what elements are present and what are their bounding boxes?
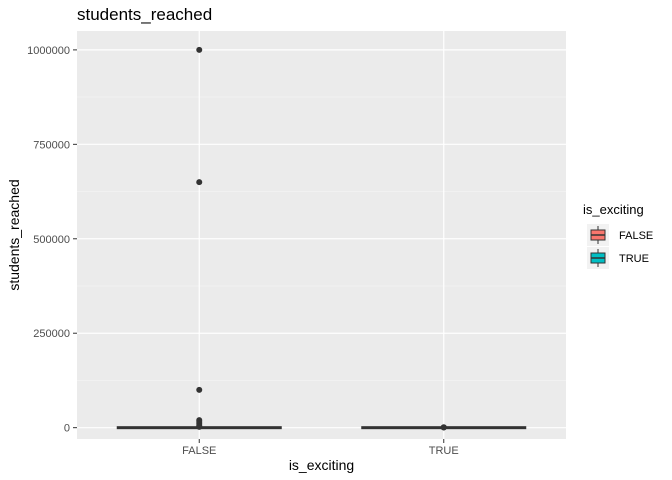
plot-panel — [77, 31, 566, 439]
y-axis-title: students_reached — [6, 179, 22, 290]
y-tick-label: 500000 — [33, 234, 70, 246]
legend-title: is_exciting — [583, 202, 644, 217]
chart-title: students_reached — [77, 5, 212, 24]
outlier-point — [196, 46, 203, 53]
legend-label: FALSE — [619, 230, 653, 242]
legend-label: TRUE — [619, 253, 649, 265]
x-axis-title: is_exciting — [289, 457, 354, 473]
y-tick-label: 0 — [64, 423, 70, 435]
x-tick-label: FALSE — [182, 445, 216, 457]
y-tick-label: 1000000 — [27, 45, 70, 57]
y-tick-label: 250000 — [33, 328, 70, 340]
outlier-point — [440, 424, 447, 431]
y-tick-label: 750000 — [33, 139, 70, 151]
outlier-point — [196, 179, 203, 186]
outlier-point — [196, 423, 203, 430]
outlier-point — [196, 386, 203, 393]
x-tick-label: TRUE — [429, 445, 459, 457]
